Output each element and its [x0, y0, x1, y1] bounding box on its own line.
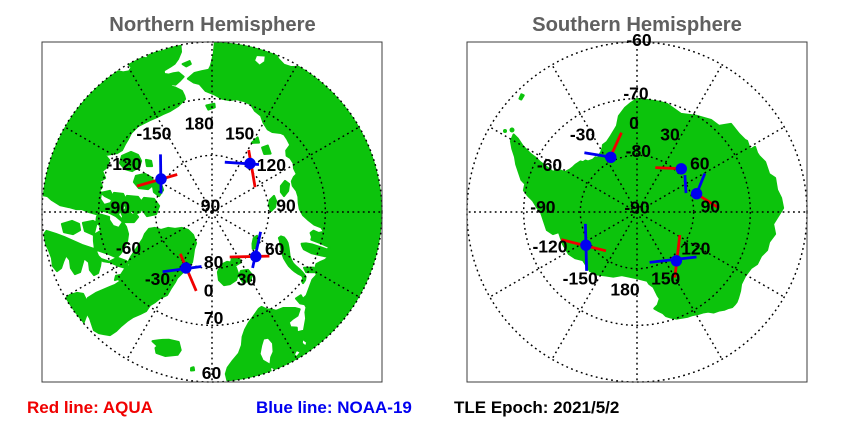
svg-text:30: 30: [660, 125, 680, 145]
svg-text:60: 60: [690, 153, 710, 173]
svg-text:Southern Hemisphere: Southern Hemisphere: [532, 14, 742, 36]
svg-text:60: 60: [265, 239, 285, 259]
svg-text:180: 180: [610, 280, 639, 300]
svg-text:-90: -90: [105, 197, 131, 217]
svg-text:-120: -120: [106, 154, 141, 174]
svg-text:-90: -90: [624, 197, 650, 217]
svg-text:-30: -30: [145, 269, 171, 289]
svg-text:30: 30: [237, 270, 257, 290]
svg-text:-70: -70: [623, 84, 649, 104]
svg-text:-60: -60: [626, 30, 652, 50]
svg-text:-150: -150: [563, 269, 598, 289]
svg-text:Red line: AQUA: Red line: AQUA: [27, 398, 153, 417]
svg-text:-60: -60: [116, 238, 142, 258]
svg-text:180: 180: [185, 114, 214, 134]
svg-text:-30: -30: [570, 125, 596, 145]
svg-text:Blue line: NOAA-19: Blue line: NOAA-19: [256, 398, 412, 417]
svg-text:90: 90: [201, 195, 221, 215]
svg-text:150: 150: [651, 269, 680, 289]
svg-text:150: 150: [225, 124, 254, 144]
svg-text:0: 0: [204, 280, 214, 300]
svg-text:-150: -150: [136, 124, 171, 144]
svg-text:90: 90: [276, 196, 296, 216]
svg-text:-90: -90: [530, 197, 556, 217]
svg-text:120: 120: [681, 239, 710, 259]
svg-text:60: 60: [202, 363, 222, 383]
svg-text:TLE Epoch: 2021/5/2: TLE Epoch: 2021/5/2: [454, 398, 619, 417]
svg-text:-80: -80: [626, 141, 652, 161]
svg-text:-120: -120: [532, 237, 567, 257]
svg-text:80: 80: [204, 252, 224, 272]
svg-text:120: 120: [257, 155, 286, 175]
svg-text:-60: -60: [537, 155, 563, 175]
svg-text:0: 0: [629, 113, 639, 133]
svg-text:90: 90: [701, 197, 721, 217]
svg-text:70: 70: [204, 308, 224, 328]
svg-text:Northern Hemisphere: Northern Hemisphere: [109, 14, 315, 36]
